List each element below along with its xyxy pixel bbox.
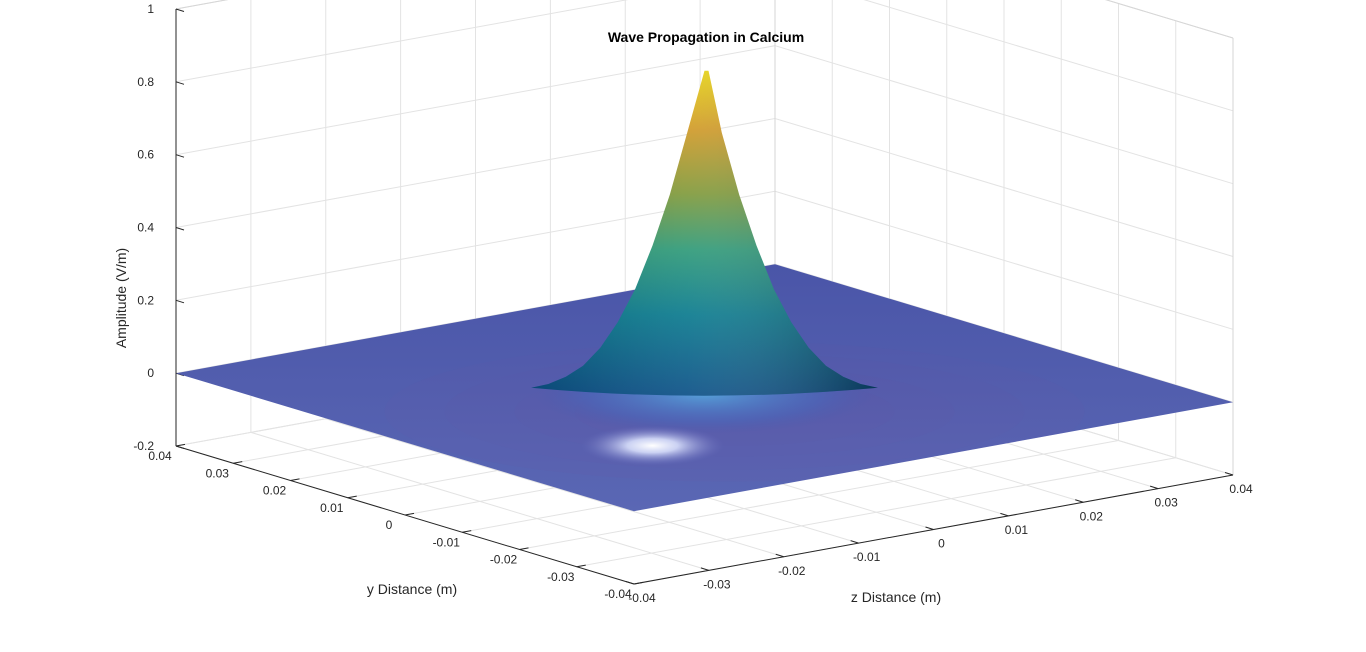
floor-grid-y-7 — [576, 457, 1176, 568]
box-edge-4 — [1105, 0, 1234, 39]
surface-plot — [176, 70, 1233, 512]
x-tick-3 — [850, 540, 859, 544]
tick-labels: -0.04 -0.03 -0.02 -0.01 0 0.01 0.02 0.03 0.04 0.0… — [133, 2, 1253, 605]
x-tick-label: 0.02 — [1080, 509, 1104, 523]
z-axis-label: Amplitude (V/m) — [113, 248, 129, 348]
y-tick-4 — [404, 512, 415, 516]
amp-tick-3 — [175, 227, 185, 231]
y-tick-label: -0.02 — [490, 553, 518, 567]
y-tick-label: 0.01 — [320, 501, 344, 515]
x-tick-label: -0.03 — [703, 577, 731, 591]
y-tick-6 — [519, 547, 529, 550]
x-tick-label: -0.04 — [628, 591, 656, 605]
y-tick-label: 0.02 — [263, 484, 287, 498]
x-tick-label: 0.03 — [1154, 496, 1178, 510]
y-tick-0 — [175, 443, 186, 447]
y-tick-label: 0.03 — [206, 466, 230, 480]
amp-tick-6 — [175, 8, 185, 12]
x-tick-label: -0.01 — [853, 550, 881, 564]
x-tick-5 — [1000, 512, 1009, 517]
amp-tick-5 — [175, 81, 185, 85]
x-tick-7 — [1149, 485, 1159, 490]
amp-tick-label: 1 — [147, 2, 154, 16]
amp-tick-4 — [175, 154, 185, 158]
y-tick-7 — [576, 564, 586, 568]
amp-tick-label: 0.8 — [137, 75, 154, 89]
y-tick-label: -0.04 — [604, 587, 632, 601]
x-tick-4 — [925, 526, 934, 530]
amp-tick-label: 0.4 — [137, 221, 154, 235]
y-tick-5 — [462, 530, 472, 533]
x-tick-2 — [775, 553, 784, 558]
y-tick-2 — [290, 478, 300, 481]
x-axis-label: z Distance (m) — [851, 589, 941, 605]
amp-tick-0 — [175, 445, 185, 449]
amp-tick-2 — [175, 299, 185, 304]
y-tick-8 — [633, 581, 644, 585]
x-tick-0 — [625, 581, 635, 585]
floor-highlight — [580, 425, 725, 466]
y-tick-label: 0.04 — [148, 449, 172, 463]
y-tick-label: -0.01 — [433, 535, 461, 549]
y-tick-3 — [347, 495, 357, 499]
floor-grid-y-6 — [519, 440, 1119, 550]
x-tick-8 — [1224, 472, 1234, 476]
y-tick-label: -0.03 — [547, 570, 575, 584]
amp-tick-label: 0.2 — [137, 293, 154, 307]
chart-title: Wave Propagation in Calcium — [608, 29, 804, 45]
amp-tick-label: 0 — [147, 366, 154, 380]
x-tick-label: -0.02 — [778, 564, 806, 578]
x-tick-label: 0.01 — [1005, 523, 1029, 537]
amp-tick-label: -0.2 — [133, 439, 154, 453]
y-tick-label: 0 — [386, 518, 393, 532]
surface-peak-shading — [531, 70, 878, 396]
x-tick-6 — [1075, 499, 1084, 503]
axes-lines — [175, 0, 1234, 585]
amp-tick-label: 0.6 — [137, 148, 154, 162]
grid-line-amp-5 — [175, 0, 1234, 112]
x-tick-1 — [700, 567, 710, 571]
x-tick-label: 0 — [938, 537, 945, 551]
y-tick-1 — [233, 461, 243, 464]
x-tick-label: 0.04 — [1229, 482, 1253, 496]
y-axis-label: y Distance (m) — [367, 581, 457, 597]
